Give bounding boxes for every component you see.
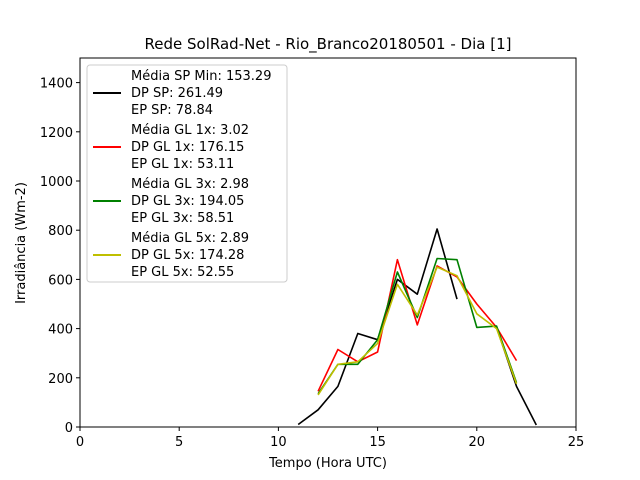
legend-entry-text: Média GL 3x: 2.98 [131, 177, 249, 192]
series-line-3 [317, 266, 518, 396]
series-line-1 [317, 258, 518, 392]
legend-entry-text: DP SP: 261.49 [131, 86, 223, 101]
legend: Média SP Min: 153.29 DP SP: 261.49 EP SP: … [86, 64, 288, 283]
x-tick-label: 5 [175, 435, 183, 450]
x-tick-label: 0 [76, 435, 84, 450]
y-tick-label: 400 [48, 323, 73, 338]
x-axis-label: Tempo (Hora UTC) [268, 456, 387, 471]
y-tick-label: 0 [65, 421, 73, 436]
legend-entry-text: EP GL 5x: 52.55 [131, 265, 234, 280]
x-tick-label: 15 [369, 435, 386, 450]
series-line-0 [297, 228, 458, 426]
y-tick-label: 1400 [40, 77, 73, 92]
y-tick-label: 1200 [40, 126, 73, 141]
legend-box [86, 64, 288, 283]
x-tick-label: 20 [469, 435, 486, 450]
y-tick-label: 1000 [40, 175, 73, 190]
x-axis: 0 5 10 15 20 25 [76, 427, 584, 450]
legend-entry-text: DP GL 3x: 194.05 [131, 194, 244, 209]
y-axis: 0 200 400 600 800 1000 1200 1400 [40, 77, 80, 436]
x-tick-label: 10 [270, 435, 287, 450]
plot-frame [79, 57, 577, 428]
chart-title: Rede SolRad-Net - Rio_Branco20180501 - D… [145, 35, 512, 54]
legend-entry-text: EP GL 1x: 53.11 [131, 157, 234, 172]
x-tick-label: 25 [568, 435, 585, 450]
y-axis-label: Irradiância (Wm-2) [14, 182, 29, 304]
series-line-2 [317, 257, 518, 395]
y-tick-label: 800 [48, 224, 73, 239]
legend-entry-text: Média GL 1x: 3.02 [131, 123, 249, 138]
legend-entry-text: DP GL 5x: 174.28 [131, 248, 244, 263]
legend-entry-text: DP GL 1x: 176.15 [131, 140, 244, 155]
y-tick-label: 200 [48, 372, 73, 387]
legend-entry-text: EP SP: 78.84 [131, 103, 213, 118]
plot-lines [297, 228, 538, 426]
legend-entry-text: Média SP Min: 153.29 [131, 69, 271, 84]
y-tick-label: 600 [48, 273, 73, 288]
legend-entry-text: Média GL 5x: 2.89 [131, 231, 249, 246]
legend-entry-text: EP GL 3x: 58.51 [131, 211, 234, 226]
